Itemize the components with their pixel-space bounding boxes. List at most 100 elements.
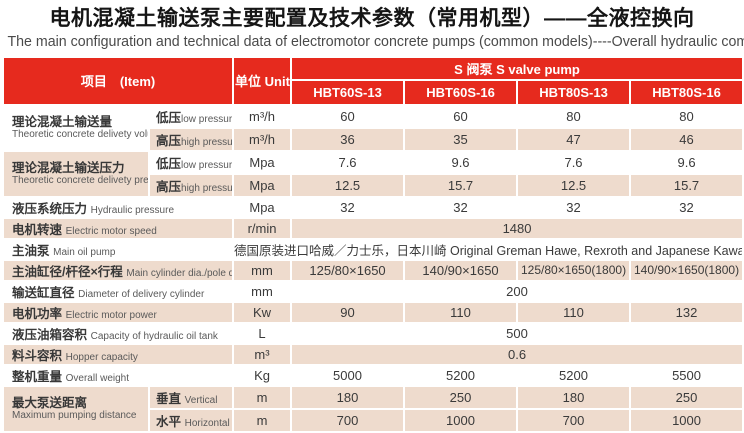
value-cell: 9.6 (403, 149, 519, 175)
row-main-oil-pump: 主油泵 Main oil pump 德国原装进口哈威／力士乐，日本川崎 Orig… (1, 237, 744, 261)
value-cell: 110 (516, 300, 632, 324)
sub-label-high-pressure: 高压high pressure (147, 126, 235, 152)
value-cell: 140/90×1650 (403, 258, 519, 282)
value-cell: 9.6 (629, 149, 744, 175)
value-cell: 125/80×1650(1800) (516, 258, 632, 282)
value-cell: 5200 (403, 363, 519, 387)
value-cell-merged: 200 (290, 279, 744, 303)
sub-label-low-pressure: 低压low pressure (147, 103, 235, 129)
value-cell: 5500 (629, 363, 744, 387)
item-main-cylinder: 主油缸径/杆径×行程 Main cylinder dia./pole dia×s… (1, 258, 235, 282)
value-cell: 32 (629, 195, 744, 219)
item-delivery-volume: 理论混凝土输送量 Theoretic concrete delivety vol… (2, 103, 150, 152)
value-cell: 110 (403, 300, 519, 324)
item-delivery-pressure: 理论混凝土输送压力 Theoretic concrete delivety pr… (2, 149, 150, 198)
item-delivery-cylinder: 输送缸直径 Diameter of delivery cylinder (1, 279, 235, 303)
row-pumping-distance-vertical: 最大泵送距离 Maximum pumping distance 垂直 Verti… (2, 384, 744, 433)
row-motor-speed: 电机转速 Electric motor speed r/min 1480 (1, 216, 744, 240)
item-label-en: Theoretic concrete delivety volume (12, 129, 148, 141)
unit-cell: m³ (232, 342, 293, 366)
value-cell: 250 (403, 384, 519, 410)
sub-label-low-pressure: 低压low pressure (147, 149, 235, 175)
value-cell: 60 (403, 103, 519, 129)
value-cell: 15.7 (629, 172, 744, 198)
value-cell: 5000 (290, 363, 406, 387)
row-delivery-volume-high: 高压high pressure m³/h 36 35 47 46 (3, 126, 744, 152)
item-hopper: 料斗容积 Hopper capacity (1, 342, 235, 366)
item-header-cell: 项目 (Item) (1, 55, 235, 106)
unit-header-cell: 单位 Unit (232, 55, 293, 106)
value-cell: 700 (516, 407, 632, 433)
value-cell: 32 (516, 195, 632, 219)
value-cell: 180 (290, 384, 406, 410)
value-cell: 90 (290, 300, 406, 324)
unit-cell: m³/h (232, 103, 293, 129)
value-cell: 60 (290, 103, 406, 129)
unit-cell: m³/h (232, 126, 293, 152)
unit-cell: m (232, 407, 293, 433)
item-motor-power: 电机功率 Electric motor power (1, 300, 235, 324)
sub-label-high-pressure: 高压high pressure (147, 172, 235, 198)
value-cell: 7.6 (516, 149, 632, 175)
value-cell: 132 (629, 300, 744, 324)
value-cell: 180 (516, 384, 632, 410)
model-header-hbt60s-13: HBT60S-13 (290, 78, 406, 106)
page-title: 电机混凝土输送泵主要配置及技术参数（常用机型）——全液控换向 (49, 7, 695, 30)
unit-cell: Mpa (232, 149, 293, 175)
value-cell: 80 (629, 103, 744, 129)
row-overall-weight: 整机重量 Overall weight Kg 5000 5200 5200 55… (1, 363, 744, 387)
value-cell: 46 (629, 126, 744, 152)
unit-cell: r/min (232, 216, 293, 240)
value-cell: 35 (403, 126, 519, 152)
unit-cell: mm (232, 279, 293, 303)
valve-group-header-cell: S 阀泵 S valve pump (290, 55, 744, 81)
item-hydraulic-pressure: 液压系统压力 Hydraulic pressure (1, 195, 235, 219)
item-motor-speed: 电机转速 Electric motor speed (1, 216, 235, 240)
row-delivery-pressure-low: 理论混凝土输送压力 Theoretic concrete delivety pr… (2, 149, 744, 198)
value-cell: 7.6 (290, 149, 406, 175)
value-cell: 32 (290, 195, 406, 219)
row-delivery-cylinder: 输送缸直径 Diameter of delivery cylinder mm 2… (1, 279, 744, 303)
value-cell: 1000 (403, 407, 519, 433)
value-cell-merged: 0.6 (290, 342, 744, 366)
model-header-hbt80s-16: HBT80S-16 (629, 78, 744, 106)
page-subtitle: The main configuration and technical dat… (7, 34, 744, 51)
value-cell-merged: 德国原装进口哈威／力士乐，日本川崎 Original Greman Hawe, … (232, 237, 744, 261)
item-pumping-distance: 最大泵送距离 Maximum pumping distance (2, 384, 150, 433)
item-label-en: Theoretic concrete delivety pressure (12, 175, 149, 187)
value-cell: 140/90×1650(1800) (629, 258, 744, 282)
item-overall-weight: 整机重量 Overall weight (1, 363, 235, 387)
row-pumping-distance-horizontal: 水平 Horizontal m 700 1000 700 1000 (3, 407, 744, 433)
sub-label-horizontal: 水平 Horizontal (147, 407, 235, 433)
value-cell: 12.5 (516, 172, 632, 198)
value-cell-merged: 500 (290, 321, 744, 345)
row-main-cylinder: 主油缸径/杆径×行程 Main cylinder dia./pole dia×s… (1, 258, 744, 282)
row-oil-tank: 液压油箱容积 Capacity of hydraulic oil tank L … (1, 321, 744, 345)
value-cell: 125/80×1650 (290, 258, 406, 282)
unit-cell: L (232, 321, 293, 345)
header-row-group: 项目 (Item) 单位 Unit S 阀泵 S valve pump (1, 55, 744, 106)
value-cell: 32 (403, 195, 519, 219)
row-delivery-volume-low: 理论混凝土输送量 Theoretic concrete delivety vol… (2, 103, 744, 152)
item-label-zh: 理论混凝土输送量 (12, 115, 113, 130)
value-cell: 700 (290, 407, 406, 433)
unit-cell: Mpa (232, 172, 293, 198)
row-delivery-pressure-high: 高压high pressure Mpa 12.5 15.7 12.5 15.7 (3, 172, 744, 198)
item-label-en: Maximum pumping distance (12, 410, 137, 422)
model-header-hbt60s-16: HBT60S-16 (403, 78, 519, 106)
value-cell: 1000 (629, 407, 744, 433)
unit-cell: Kw (232, 300, 293, 324)
value-cell: 36 (290, 126, 406, 152)
sub-label-vertical: 垂直 Vertical (147, 384, 235, 410)
row-hopper: 料斗容积 Hopper capacity m³ 0.6 (1, 342, 744, 366)
row-hydraulic-pressure: 液压系统压力 Hydraulic pressure Mpa 32 32 32 3… (1, 195, 744, 219)
value-cell-merged: 1480 (290, 216, 744, 240)
value-cell: 15.7 (403, 172, 519, 198)
header-row-models: HBT60S-13 HBT60S-16 HBT80S-13 HBT80S-16 (3, 78, 744, 106)
value-cell: 250 (629, 384, 744, 410)
item-label-zh: 理论混凝土输送压力 (12, 161, 125, 176)
value-cell: 80 (516, 103, 632, 129)
spec-table: 项目 (Item) 单位 Unit S 阀泵 S valve pump HBT6… (1, 55, 744, 433)
page-header: 电机混凝土输送泵主要配置及技术参数（常用机型）——全液控换向 The main … (0, 0, 744, 51)
item-main-oil-pump: 主油泵 Main oil pump (1, 237, 235, 261)
